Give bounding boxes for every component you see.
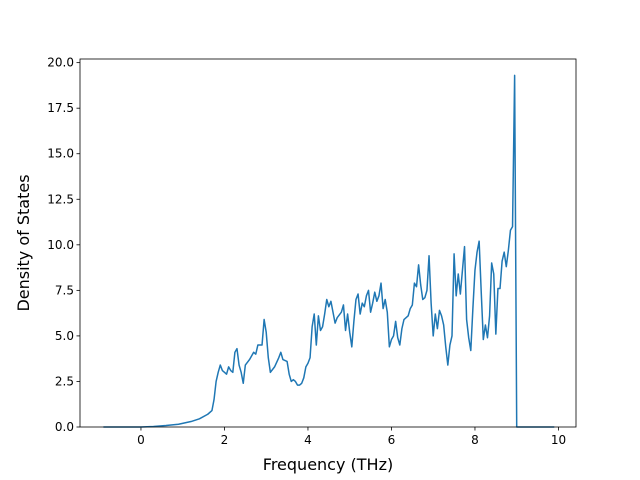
y-tick-label: 10.0 bbox=[47, 238, 74, 252]
y-axis-label: Density of States bbox=[14, 174, 33, 311]
series-line bbox=[103, 74, 555, 428]
x-tick-label: 10 bbox=[551, 433, 566, 447]
y-tick-label: 12.5 bbox=[47, 192, 74, 206]
y-tick-label: 0.0 bbox=[55, 420, 74, 434]
y-tick-label: 15.0 bbox=[47, 147, 74, 161]
x-tick-label: 0 bbox=[137, 433, 145, 447]
y-tick-label: 7.5 bbox=[55, 283, 74, 297]
y-tick-label: 2.5 bbox=[55, 374, 74, 388]
x-tick-label: 8 bbox=[471, 433, 479, 447]
x-axis-label: Frequency (THz) bbox=[263, 455, 393, 474]
x-tick-label: 6 bbox=[388, 433, 396, 447]
y-tick-label: 20.0 bbox=[47, 56, 74, 70]
plot-frame bbox=[79, 58, 577, 428]
x-tick-label: 2 bbox=[221, 433, 229, 447]
y-tick-label: 17.5 bbox=[47, 101, 74, 115]
y-tick-label: 5.0 bbox=[55, 329, 74, 343]
x-tick-label: 4 bbox=[304, 433, 312, 447]
